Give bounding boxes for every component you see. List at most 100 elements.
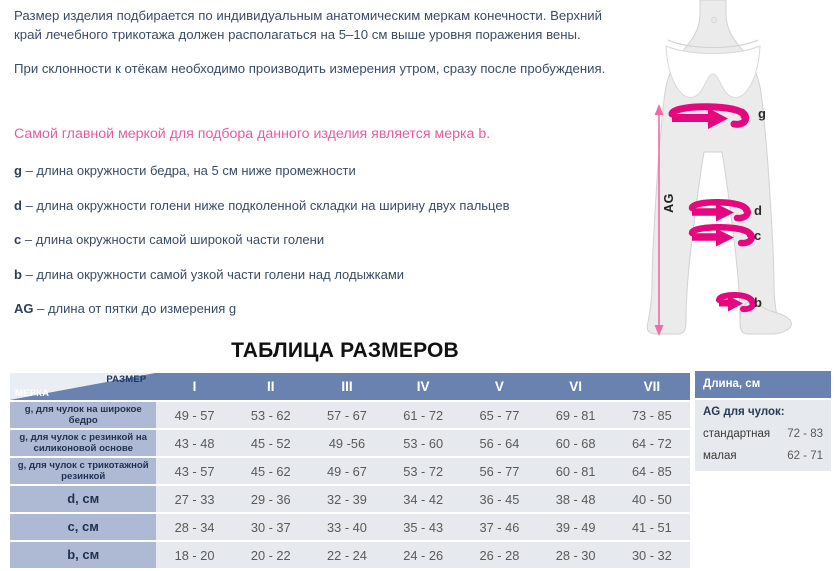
definition-d: d – длина окружности голени ниже подколе… bbox=[14, 197, 624, 214]
cell-d-3: 32 - 39 bbox=[308, 486, 386, 512]
length-panel-title: AG для чулок: bbox=[703, 406, 785, 418]
cell-g-wide-5: 65 - 77 bbox=[461, 402, 538, 428]
marker-label-g: g bbox=[758, 106, 766, 121]
column-header-size-5: V bbox=[461, 373, 538, 400]
definition-ag: AG – длина от пятки до измерения g bbox=[14, 300, 624, 317]
ag-dimension-line bbox=[654, 104, 664, 336]
cell-d-1: 27 - 33 bbox=[156, 486, 233, 512]
cell-b-2: 20 - 22 bbox=[232, 542, 309, 568]
cell-d-4: 34 - 42 bbox=[385, 486, 462, 512]
header-corner-cell: РАЗМЕР МЕРКА bbox=[10, 373, 157, 400]
cell-c-4: 35 - 43 bbox=[385, 514, 462, 540]
intro-paragraph-1: Размер изделия подбирается по индивидуал… bbox=[14, 8, 602, 42]
length-panel-header: Длина, см bbox=[695, 371, 831, 398]
cell-g-silicone-7: 64 - 72 bbox=[613, 430, 690, 456]
row-label-c: c, см bbox=[10, 514, 157, 540]
cell-b-4: 24 - 26 bbox=[385, 542, 462, 568]
measurement-marker-d bbox=[688, 199, 751, 222]
marker-label-d: d bbox=[754, 203, 762, 218]
cell-d-6: 38 - 48 bbox=[537, 486, 614, 512]
cell-g-wide-1: 49 - 57 bbox=[156, 402, 233, 428]
measurement-definitions: g – длина окружности бедра, на 5 см ниже… bbox=[14, 162, 624, 335]
measurement-marker-c bbox=[688, 224, 755, 247]
cell-g-silicone-4: 53 - 60 bbox=[385, 430, 462, 456]
cell-g-silicone-2: 45 - 52 bbox=[232, 430, 309, 456]
column-header-size-1: I bbox=[156, 373, 233, 400]
cell-b-3: 22 - 24 bbox=[308, 542, 386, 568]
definition-g: g – длина окружности бедра, на 5 см ниже… bbox=[14, 162, 624, 179]
cell-g-knit-6: 60 - 81 bbox=[537, 458, 614, 484]
length-panel-body: AG для чулок: стандартная 72 - 83 малая … bbox=[695, 400, 831, 471]
length-value-standard: 72 - 83 bbox=[787, 428, 823, 440]
cell-g-wide-2: 53 - 62 bbox=[232, 402, 309, 428]
table-row: g, для чулок с резинкой на силиконовой о… bbox=[10, 430, 690, 456]
cell-g-silicone-6: 60 - 68 bbox=[537, 430, 614, 456]
cell-g-knit-7: 64 - 85 bbox=[613, 458, 690, 484]
length-label-small: малая bbox=[703, 450, 737, 462]
definition-text-g: – длина окружности бедра, на 5 см ниже п… bbox=[25, 163, 356, 178]
female-lower-body-figure bbox=[646, 0, 792, 335]
cell-d-2: 29 - 36 bbox=[232, 486, 309, 512]
size-table: РАЗМЕР МЕРКА I II III IV V VI VII g, для… bbox=[10, 371, 690, 570]
cell-g-silicone-1: 43 - 48 bbox=[156, 430, 233, 456]
row-label-d: d, см bbox=[10, 486, 157, 512]
cell-g-silicone-3: 49 -56 bbox=[308, 430, 386, 456]
cell-g-knit-5: 56 - 77 bbox=[461, 458, 538, 484]
cell-g-wide-7: 73 - 85 bbox=[613, 402, 690, 428]
cell-b-6: 28 - 30 bbox=[537, 542, 614, 568]
definition-key-b: b bbox=[14, 266, 22, 282]
marker-label-c: c bbox=[754, 228, 762, 243]
cell-g-wide-3: 57 - 67 bbox=[308, 402, 386, 428]
length-row-standard: стандартная 72 - 83 bbox=[703, 428, 823, 440]
row-label-g-knit: g, для чулок с трикотажной резинкой bbox=[10, 458, 157, 484]
table-row: g, для чулок с трикотажной резинкой 43 -… bbox=[10, 458, 690, 484]
cell-d-5: 36 - 45 bbox=[461, 486, 538, 512]
definition-key-g: g bbox=[14, 163, 22, 178]
definition-b: b – длина окружности самой узкой части г… bbox=[14, 266, 624, 283]
cell-g-silicone-5: 56 - 64 bbox=[461, 430, 538, 456]
cell-g-knit-3: 49 - 67 bbox=[308, 458, 386, 484]
header-corner-size-label: РАЗМЕР bbox=[106, 374, 147, 385]
table-row: b, см 18 - 20 20 - 22 22 - 24 24 - 26 26… bbox=[10, 542, 690, 568]
length-label-standard: стандартная bbox=[703, 428, 771, 440]
intro-paragraph-2: При склонности к отёкам необходимо произ… bbox=[14, 61, 606, 76]
cell-g-knit-1: 43 - 57 bbox=[156, 458, 233, 484]
key-measurement-notice: Самой главной меркой для подбора данного… bbox=[14, 126, 491, 142]
ag-dimension-label: AG bbox=[661, 193, 676, 213]
intro-text-block: Размер изделия подбирается по индивидуал… bbox=[14, 6, 614, 93]
column-header-size-3: III bbox=[308, 373, 386, 400]
cell-g-knit-4: 53 - 72 bbox=[385, 458, 462, 484]
definition-text-ag: – длина от пятки до измерения g bbox=[37, 301, 237, 316]
row-label-b: b, см bbox=[10, 542, 157, 568]
length-panel: Длина, см AG для чулок: стандартная 72 -… bbox=[695, 371, 831, 471]
table-row: c, см 28 - 34 30 - 37 33 - 40 35 - 43 37… bbox=[10, 514, 690, 540]
cell-g-wide-4: 61 - 72 bbox=[385, 402, 462, 428]
cell-c-3: 33 - 40 bbox=[308, 514, 386, 540]
column-header-size-2: II bbox=[232, 373, 309, 400]
measurement-marker-g bbox=[668, 103, 750, 129]
measurement-marker-b bbox=[716, 292, 756, 313]
cell-g-knit-2: 45 - 62 bbox=[232, 458, 309, 484]
page-title: ТАБЛИЦА РАЗМЕРОВ bbox=[231, 339, 459, 362]
definition-key-d: d bbox=[14, 197, 22, 213]
leg-measurement-illustration bbox=[604, 0, 836, 340]
definition-text-b: – длина окружности самой узкой части гол… bbox=[25, 266, 405, 282]
table-row: d, см 27 - 33 29 - 36 32 - 39 34 - 42 36… bbox=[10, 486, 690, 512]
cell-g-wide-6: 69 - 81 bbox=[537, 402, 614, 428]
cell-b-1: 18 - 20 bbox=[156, 542, 233, 568]
cell-c-1: 28 - 34 bbox=[156, 514, 233, 540]
table-header-row: РАЗМЕР МЕРКА I II III IV V VI VII bbox=[10, 373, 690, 400]
marker-label-b: b bbox=[754, 295, 762, 310]
cell-c-7: 41 - 51 bbox=[613, 514, 690, 540]
column-header-size-6: VI bbox=[537, 373, 614, 400]
cell-c-6: 39 - 49 bbox=[537, 514, 614, 540]
definition-text-d: – длина окружности голени ниже подколенн… bbox=[25, 197, 510, 213]
definition-key-ag: AG bbox=[14, 301, 34, 316]
header-corner-measure-label: МЕРКА bbox=[15, 388, 50, 399]
cell-b-7: 30 - 32 bbox=[613, 542, 690, 568]
cell-c-5: 37 - 46 bbox=[461, 514, 538, 540]
definition-text-c: – длина окружности самой широкой части г… bbox=[24, 232, 325, 247]
cell-b-5: 26 - 28 bbox=[461, 542, 538, 568]
length-row-small: малая 62 - 71 bbox=[703, 450, 823, 462]
definition-c: c – длина окружности самой широкой части… bbox=[14, 231, 624, 248]
